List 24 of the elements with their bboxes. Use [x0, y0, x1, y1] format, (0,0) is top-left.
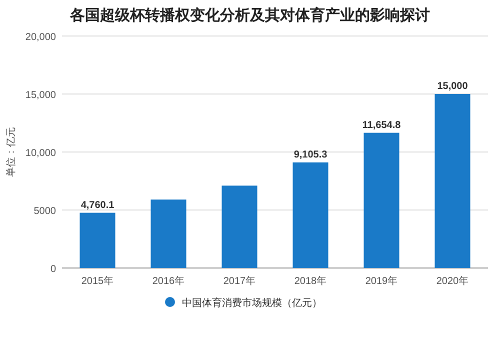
y-tick-label: 10,000: [25, 148, 56, 159]
data-label: 11,654.8: [362, 120, 402, 131]
bar: [150, 200, 186, 268]
x-tick-label: 2020年: [436, 275, 469, 287]
data-label: 15,000: [437, 81, 468, 92]
bar: [434, 94, 470, 268]
bar: [222, 186, 258, 268]
data-label: 9,105.3: [294, 149, 328, 160]
y-tick-label: 20,000: [25, 32, 56, 43]
bar: [80, 212, 116, 268]
y-tick-label: 5000: [34, 206, 56, 217]
data-label: 4,760.1: [80, 200, 115, 211]
y-axis-title: 单位：亿元: [5, 127, 17, 177]
x-tick-label: 2017年: [223, 275, 256, 287]
bar: [364, 132, 400, 268]
bar: [292, 162, 328, 268]
x-tick-label: 2015年: [81, 275, 114, 287]
y-tick-label: 15,000: [25, 90, 56, 101]
y-tick-label: 0: [50, 264, 56, 275]
x-tick-label: 2018年: [294, 275, 327, 287]
x-tick-label: 2016年: [152, 275, 185, 287]
legend-label: 中国体育消费市场规模（亿元）: [182, 297, 322, 309]
x-tick-label: 2019年: [365, 275, 398, 287]
chart-title: 各国超级杯转播权变化分析及其对体育产业的影响探讨: [69, 6, 430, 24]
